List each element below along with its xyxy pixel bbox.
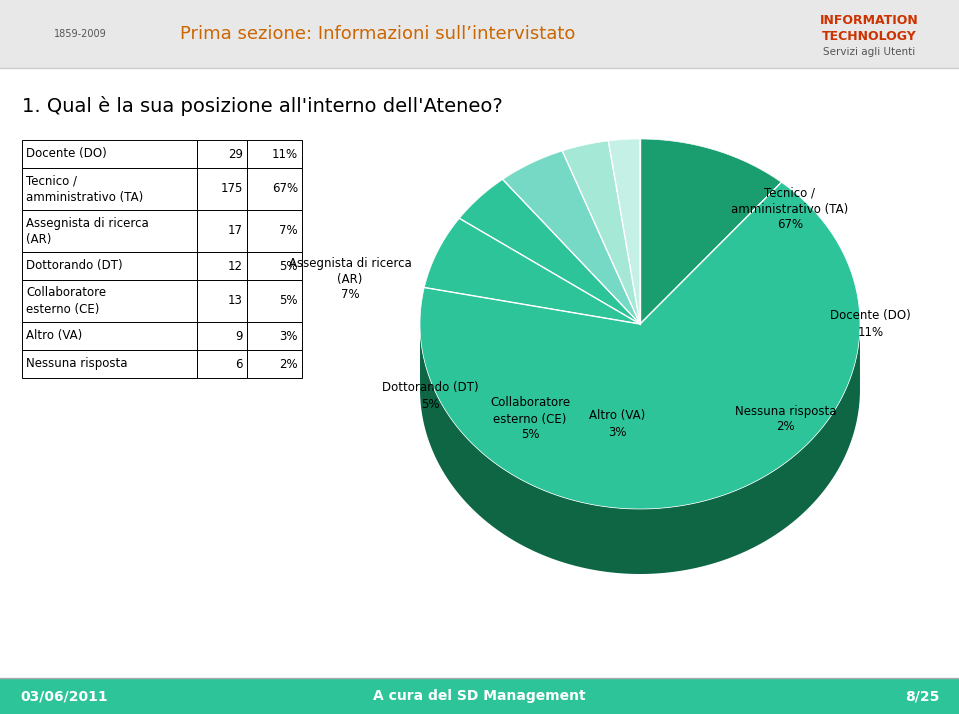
Bar [247,252,302,280]
Polygon shape [420,326,860,574]
Bar [247,168,302,210]
Text: 5%: 5% [279,259,298,273]
Text: 1859-2009: 1859-2009 [54,29,106,39]
Text: Tecnico /
amministrativo (TA): Tecnico / amministrativo (TA) [26,174,143,203]
Bar [247,140,302,168]
Bar [197,168,247,210]
Bar [22,322,197,350]
Text: 1. Qual è la sua posizione all'interno dell'Ateneo?: 1. Qual è la sua posizione all'interno d… [22,96,503,116]
Bar [22,280,197,322]
Text: 13: 13 [228,294,243,308]
Text: Assegnista di ricerca
(AR): Assegnista di ricerca (AR) [26,216,149,246]
Polygon shape [459,179,640,324]
Text: INFORMATION: INFORMATION [820,14,919,26]
Polygon shape [503,151,640,324]
Text: Assegnista di ricerca
(AR)
7%: Assegnista di ricerca (AR) 7% [289,256,411,301]
Bar [22,210,197,252]
Text: 7%: 7% [279,224,298,238]
Bar [2,2,157,66]
Bar [197,280,247,322]
Bar [197,350,247,378]
Bar [22,168,197,210]
Text: TECHNOLOGY: TECHNOLOGY [822,29,917,43]
Bar [0,678,959,714]
Text: Dottorando (DT): Dottorando (DT) [26,259,123,273]
Bar [247,322,302,350]
Text: Collaboratore
esterno (CE)
5%: Collaboratore esterno (CE) 5% [490,396,570,441]
Text: 3%: 3% [279,329,298,343]
Bar [247,280,302,322]
Text: Docente (DO)
11%: Docente (DO) 11% [830,309,911,338]
Bar [22,350,197,378]
Text: Collaboratore
esterno (CE): Collaboratore esterno (CE) [26,286,106,316]
Bar [197,210,247,252]
Text: 9: 9 [236,329,243,343]
Polygon shape [640,139,782,324]
Bar [22,252,197,280]
Bar [197,252,247,280]
Polygon shape [608,139,640,324]
Bar [197,322,247,350]
Text: 6: 6 [236,358,243,371]
Text: Dottorando (DT)
5%: Dottorando (DT) 5% [382,381,479,411]
Text: Tecnico /
amministrativo (TA)
67%: Tecnico / amministrativo (TA) 67% [732,186,849,231]
Text: A cura del SD Management: A cura del SD Management [373,689,586,703]
Bar [247,350,302,378]
Text: 67%: 67% [271,183,298,196]
Text: 5%: 5% [279,294,298,308]
Bar [247,210,302,252]
Text: Servizi agli Utenti: Servizi agli Utenti [823,47,915,57]
Bar [0,0,959,68]
Polygon shape [424,218,640,324]
Text: Nessuna risposta: Nessuna risposta [26,358,128,371]
Text: 2%: 2% [279,358,298,371]
Text: 175: 175 [221,183,243,196]
Text: Docente (DO): Docente (DO) [26,148,106,161]
Text: Prima sezione: Informazioni sull’intervistato: Prima sezione: Informazioni sull’intervi… [180,25,575,43]
Polygon shape [562,141,640,324]
Text: 12: 12 [228,259,243,273]
Text: Altro (VA)
3%: Altro (VA) 3% [589,410,645,438]
Text: 8/25: 8/25 [904,689,939,703]
Polygon shape [420,182,860,509]
Bar [197,140,247,168]
Bar [780,2,957,66]
Text: 17: 17 [228,224,243,238]
Text: 03/06/2011: 03/06/2011 [20,689,107,703]
Bar [22,140,197,168]
Text: Nessuna risposta
2%: Nessuna risposta 2% [735,405,836,433]
Text: Altro (VA): Altro (VA) [26,329,82,343]
Text: 11%: 11% [271,148,298,161]
Text: 29: 29 [228,148,243,161]
